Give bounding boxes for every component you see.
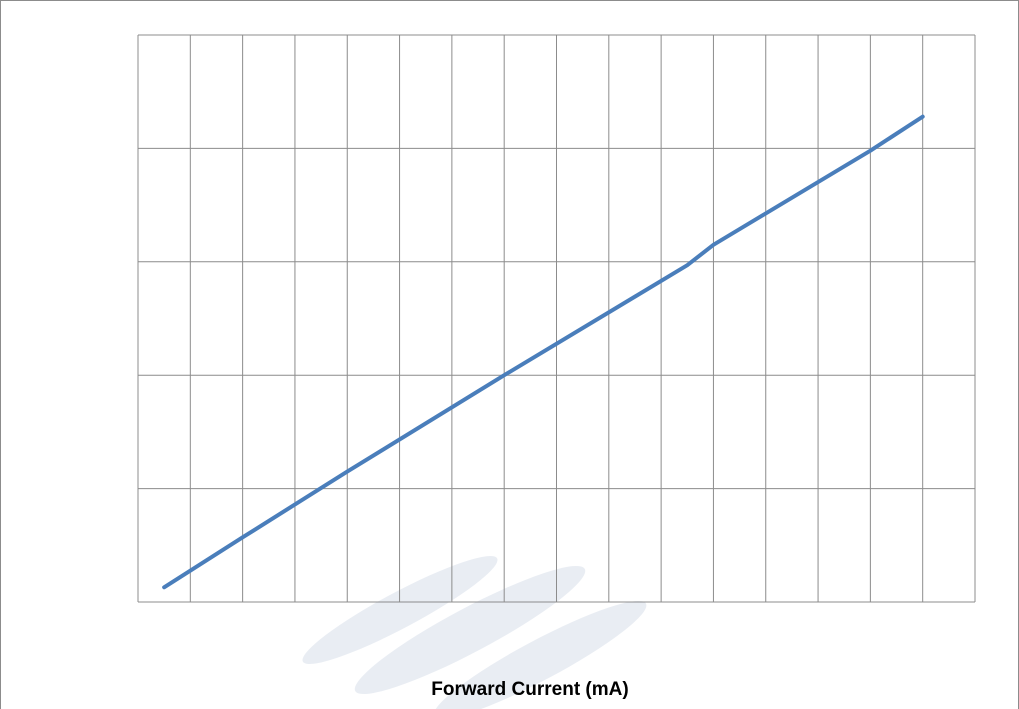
- watermark-shape: [302, 555, 498, 665]
- watermark-shape: [354, 565, 586, 695]
- watermark: [302, 555, 647, 709]
- x-axis-title: Forward Current (mA): [431, 679, 628, 700]
- data-line: [162, 114, 925, 590]
- watermark-shape: [433, 600, 647, 709]
